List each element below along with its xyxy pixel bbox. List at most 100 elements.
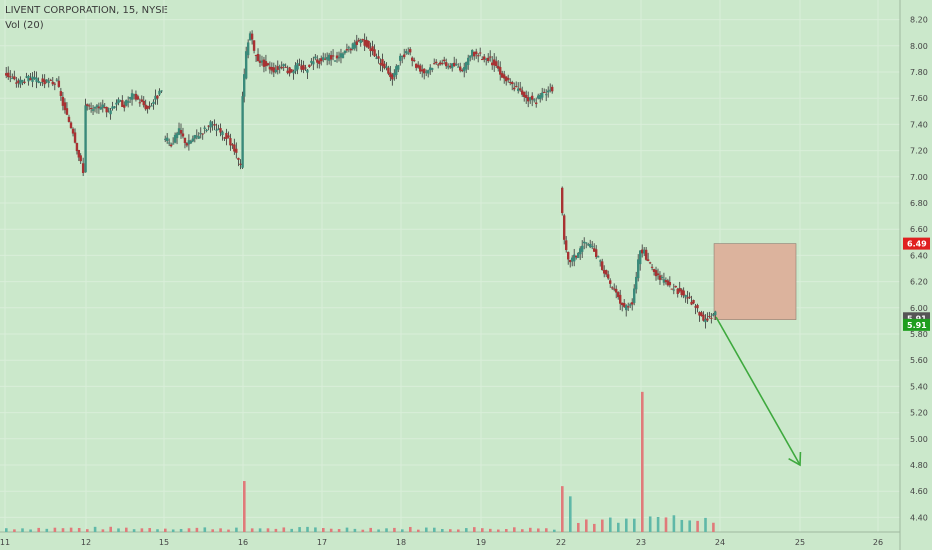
- candle: [75, 142, 79, 155]
- candle: [300, 59, 303, 73]
- candle-body: [371, 46, 374, 52]
- candle: [272, 62, 276, 78]
- candle-body: [268, 66, 272, 70]
- candle: [248, 31, 252, 41]
- candle: [17, 78, 20, 88]
- candle-body: [203, 127, 206, 129]
- candle: [89, 102, 93, 113]
- volume-bar: [219, 528, 222, 532]
- candle-body: [71, 128, 75, 134]
- candle-body: [541, 92, 544, 98]
- candle-body: [700, 312, 703, 317]
- candle-body: [246, 42, 250, 56]
- volume-bar: [21, 528, 24, 532]
- candle-body: [213, 124, 216, 126]
- candle-body: [310, 60, 313, 63]
- candle: [623, 299, 626, 309]
- candle: [173, 132, 177, 144]
- candle: [379, 58, 382, 72]
- candle: [547, 86, 550, 98]
- candle: [441, 59, 444, 66]
- candle: [138, 98, 142, 107]
- candle-body: [495, 61, 498, 67]
- volume-bar: [529, 527, 532, 532]
- candle-body: [312, 61, 315, 65]
- candle: [128, 96, 132, 104]
- candle: [511, 80, 514, 91]
- candle: [175, 131, 179, 145]
- candle-body: [501, 73, 504, 78]
- candle: [359, 38, 362, 47]
- candle: [483, 53, 486, 63]
- price-tick-label: 5.20: [910, 409, 928, 418]
- candle-body: [25, 76, 28, 78]
- volume-bar: [171, 529, 175, 532]
- candle-body: [105, 106, 108, 113]
- candle-body: [294, 65, 297, 72]
- candle-body: [302, 64, 305, 70]
- candle-body: [333, 60, 337, 62]
- candle: [107, 107, 110, 113]
- candle: [397, 64, 400, 73]
- candle: [25, 72, 28, 79]
- candle-body: [379, 63, 382, 65]
- candle: [688, 292, 691, 300]
- candle-body: [256, 53, 260, 62]
- candle: [545, 89, 548, 102]
- candle: [150, 103, 153, 107]
- candle: [77, 149, 81, 162]
- candle: [126, 96, 130, 108]
- candle-body: [270, 67, 274, 71]
- candle-body: [189, 140, 193, 144]
- candle-body: [535, 102, 538, 105]
- candle: [493, 53, 496, 72]
- candle-body: [79, 155, 82, 162]
- candle: [97, 102, 101, 114]
- candle: [543, 88, 546, 93]
- candle: [481, 56, 484, 61]
- candle: [320, 55, 323, 66]
- candle-body: [274, 69, 277, 73]
- candle: [694, 304, 697, 315]
- candle-body: [175, 133, 179, 139]
- candle-body: [639, 250, 642, 265]
- candle: [123, 101, 126, 112]
- candle: [519, 81, 522, 92]
- candle: [93, 106, 97, 113]
- candle-body: [27, 76, 30, 82]
- candle-body: [87, 105, 91, 107]
- candle: [286, 65, 289, 75]
- candle: [463, 62, 466, 78]
- projection-arrow-head: [788, 451, 802, 467]
- candle: [700, 310, 703, 317]
- candle: [13, 70, 16, 81]
- candle: [99, 102, 103, 110]
- volume-bar: [250, 528, 254, 532]
- candle-body: [67, 116, 71, 122]
- candle-body: [53, 83, 56, 85]
- volume-bar: [609, 517, 612, 532]
- candle: [41, 74, 44, 87]
- candle: [280, 61, 283, 70]
- time-axis: 11 12 15 16 17 18 19 22 23 24 25 26: [0, 538, 883, 547]
- candle-body: [367, 40, 370, 49]
- candle-body: [41, 78, 44, 83]
- candle: [515, 81, 518, 88]
- candle-body: [401, 55, 404, 57]
- candle: [254, 54, 258, 62]
- candle-body: [146, 105, 149, 109]
- candle-body: [465, 62, 468, 70]
- candle-body: [121, 100, 124, 107]
- candle-body: [581, 245, 584, 252]
- candle-body: [142, 100, 145, 106]
- price-axis: 4.40 4.60 4.80 5.00 5.20 5.40 5.60 5.80 6.00 6.20…: [910, 16, 928, 523]
- candle-body: [543, 91, 546, 93]
- candle: [241, 91, 244, 170]
- candle: [407, 47, 410, 55]
- candle-body: [345, 49, 349, 51]
- candle: [674, 285, 677, 288]
- candle-body: [577, 252, 580, 259]
- candle-body: [589, 243, 592, 248]
- candle: [33, 70, 36, 80]
